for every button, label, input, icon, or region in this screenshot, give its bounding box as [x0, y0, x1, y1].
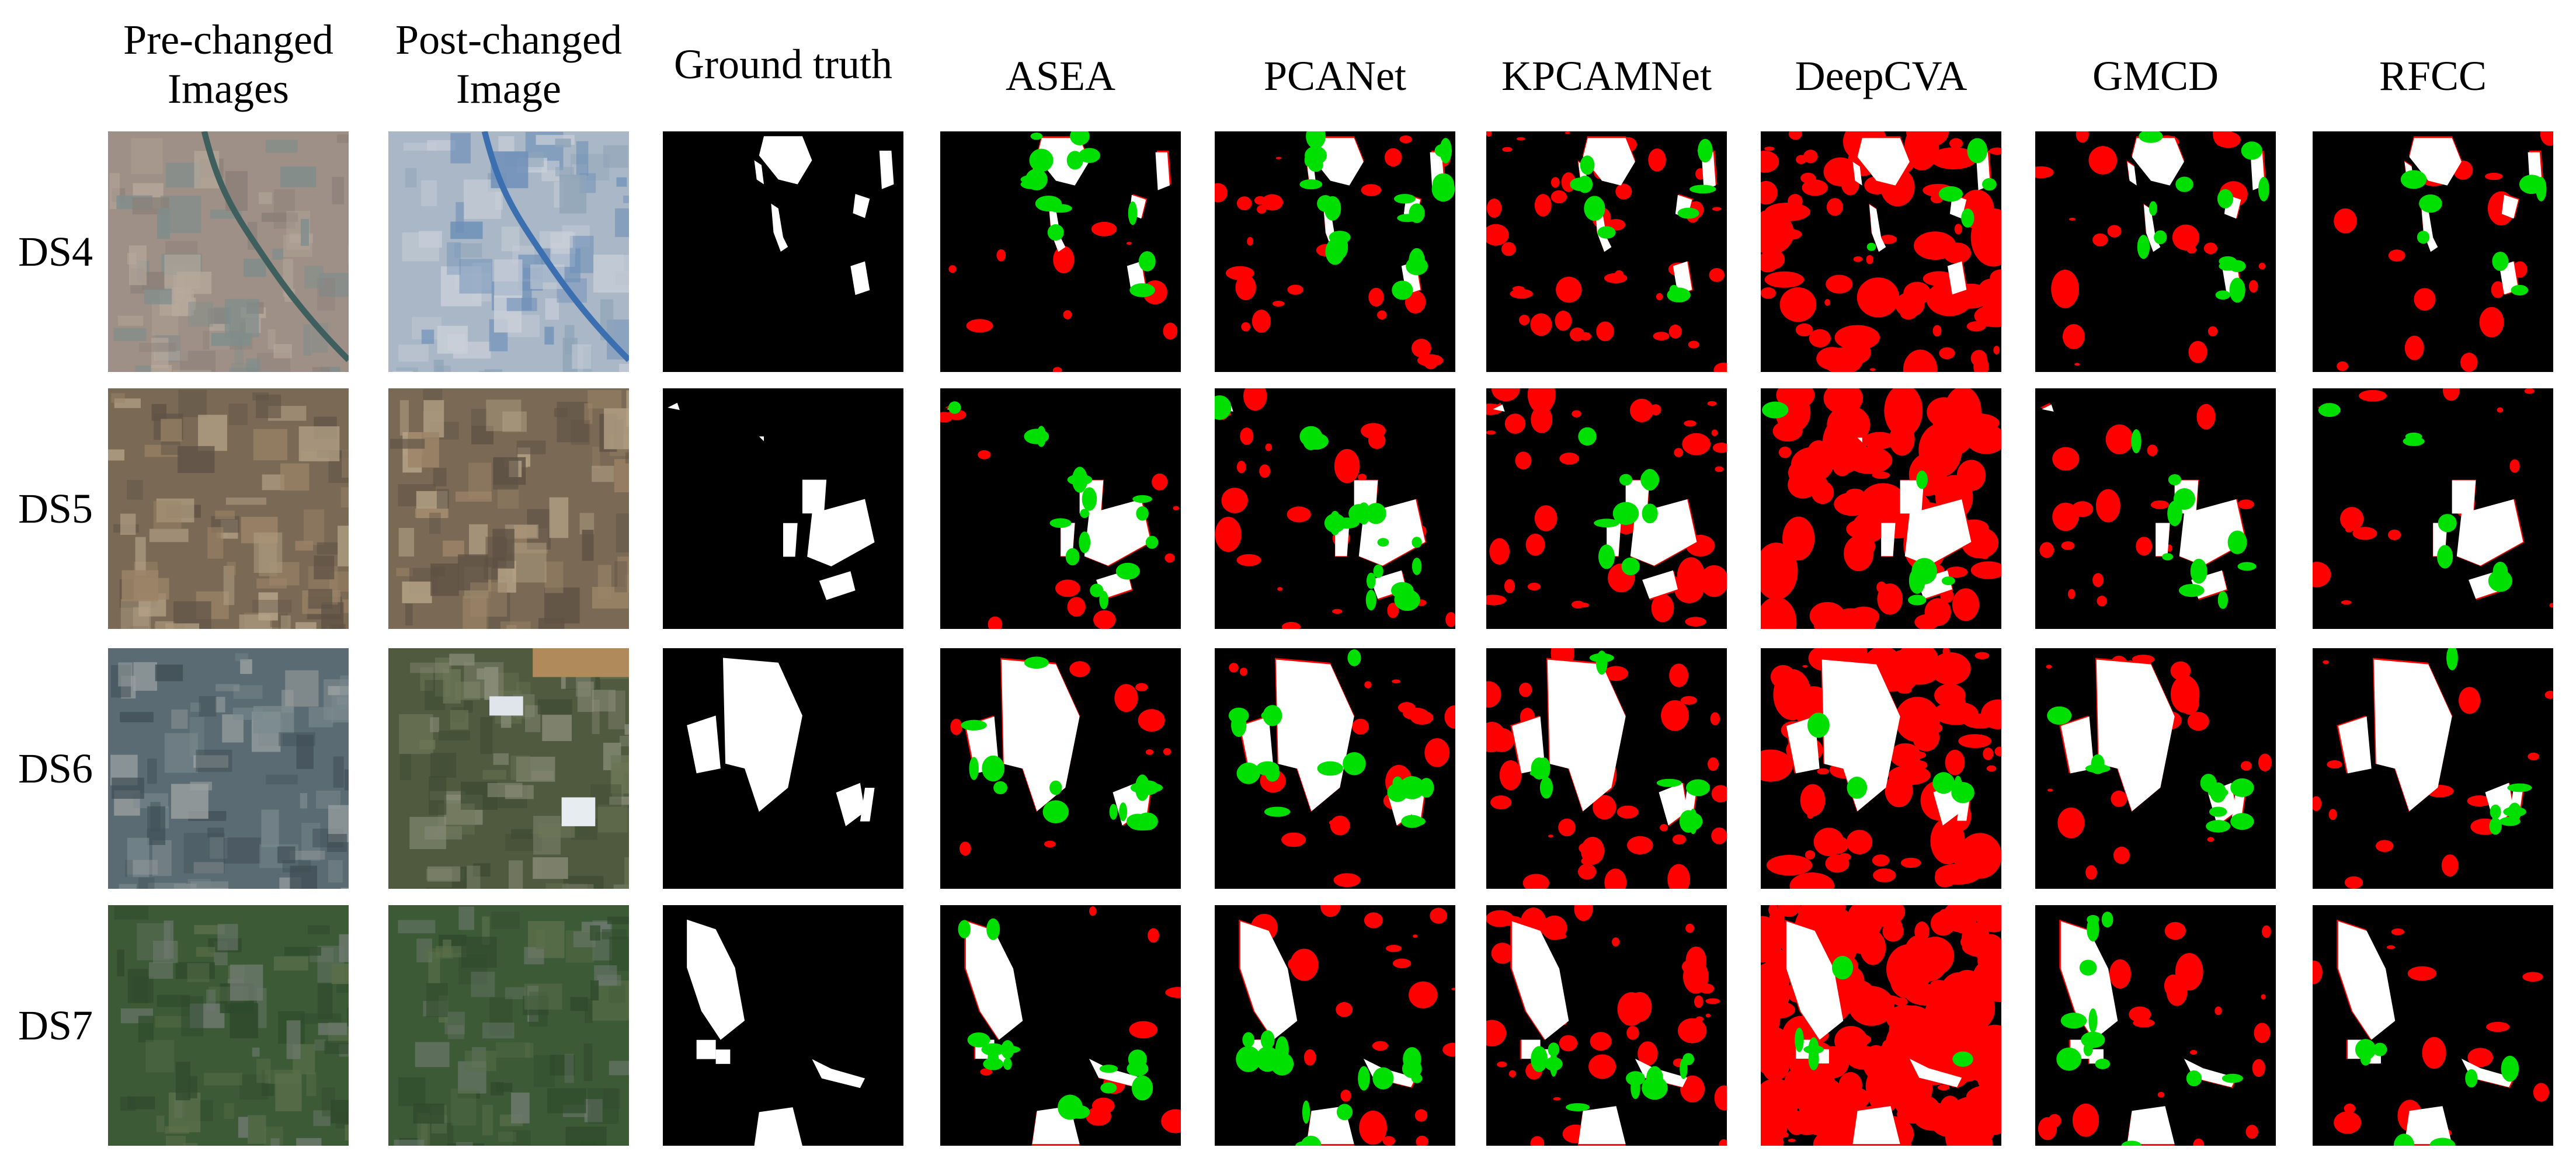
cell-ds4-col3: [663, 131, 903, 372]
cell-ds5-col3: [663, 388, 903, 629]
cell-ds7-col5: [1215, 905, 1455, 1146]
cell-ds6-col7: [1761, 648, 2001, 889]
cell-ds4-col8: [2035, 131, 2276, 372]
cell-ds5-col8: [2035, 388, 2276, 629]
cell-ds6-col5: [1215, 648, 1455, 889]
row-label-ds5: DS5: [18, 485, 93, 532]
cell-ds6-col6: [1486, 648, 1727, 889]
column-header-5: PCANet: [1263, 53, 1407, 99]
cell-ds7-col8: [2035, 905, 2276, 1146]
cell-ds4-col5: [1215, 131, 1455, 372]
cell-ds6-col3: [663, 648, 903, 889]
cell-ds6-col4: [940, 648, 1181, 889]
row-label-ds7: DS7: [18, 1002, 93, 1049]
cell-ds7-col9: [2313, 905, 2553, 1146]
cell-ds7-col6: [1486, 905, 1727, 1146]
cell-ds5-col5: [1215, 388, 1455, 629]
cell-ds7-col1: [108, 905, 349, 1146]
column-header-1: Pre-changed Images: [123, 16, 333, 112]
cell-ds5-col1: [108, 388, 349, 629]
column-header-2: Post-changed Image: [395, 16, 622, 112]
cell-ds5-col2: [388, 388, 629, 629]
cell-ds6-col1: [108, 648, 349, 889]
cell-ds4-col6: [1486, 131, 1727, 372]
cell-ds6-col8: [2035, 648, 2276, 889]
cell-ds5-col7: [1761, 388, 2001, 629]
cell-ds4-col7: [1761, 131, 2001, 372]
column-header-3: Ground truth: [674, 41, 892, 88]
column-header-6: KPCAMNet: [1501, 53, 1712, 99]
cell-ds7-col7: [1761, 905, 2001, 1146]
row-label-ds4: DS4: [18, 228, 93, 275]
column-header-9: RFCC: [2379, 53, 2487, 99]
cell-ds6-col2: [388, 648, 629, 889]
column-header-7: DeepCVA: [1795, 53, 1967, 99]
cell-ds5-col6: [1486, 388, 1727, 629]
cell-ds4-col1: [108, 131, 349, 372]
cell-ds7-col3: [663, 905, 903, 1146]
cell-ds4-col2: [388, 131, 629, 372]
column-header-8: GMCD: [2092, 53, 2219, 99]
column-header-4: ASEA: [1005, 53, 1115, 99]
row-label-ds6: DS6: [18, 745, 93, 792]
cell-ds4-col4: [940, 131, 1181, 372]
cell-ds7-col2: [388, 905, 629, 1146]
cell-ds7-col4: [940, 905, 1181, 1146]
cell-ds5-col9: [2313, 388, 2553, 629]
cell-ds5-col4: [940, 388, 1181, 629]
cell-ds6-col9: [2313, 648, 2553, 889]
cell-ds4-col9: [2313, 131, 2553, 372]
